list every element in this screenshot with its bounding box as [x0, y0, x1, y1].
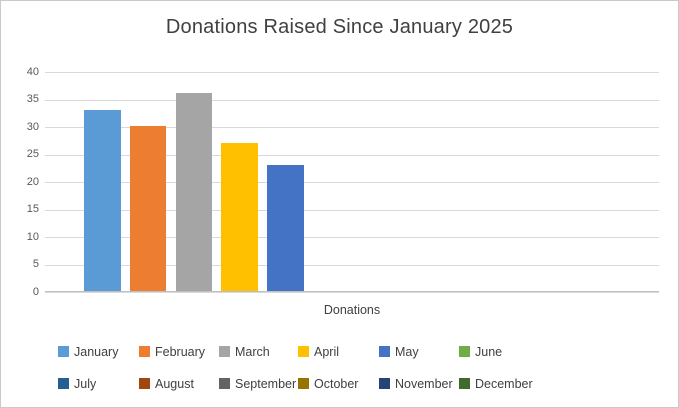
bar-march: [175, 93, 213, 291]
y-tick-label: 30: [26, 120, 39, 133]
legend-label: August: [155, 376, 194, 391]
y-tick-label: 25: [26, 148, 39, 160]
y-tick-label: 0: [32, 285, 39, 298]
y-tick-label: 15: [26, 203, 39, 215]
legend-swatch-may: [379, 346, 390, 357]
legend-swatch-february: [139, 346, 150, 357]
bar-may: [267, 164, 304, 291]
legend-label: October: [314, 376, 359, 391]
bar-april: [221, 142, 258, 291]
gridline: [45, 72, 659, 73]
x-axis-line: [45, 291, 659, 292]
legend-item-january: January: [58, 344, 119, 359]
legend-swatch-january: [58, 346, 69, 357]
gridline: [45, 264, 659, 266]
legend-swatch-november: [379, 378, 390, 389]
legend-swatch-july: [58, 378, 69, 389]
legend-swatch-september: [219, 378, 230, 389]
legend-swatch-august: [139, 378, 150, 389]
legend-label: March: [235, 344, 270, 359]
legend-swatch-march: [219, 346, 230, 357]
y-tick-label: 10: [26, 230, 39, 243]
legend-item-may: May: [379, 344, 419, 359]
legend-item-june: June: [459, 344, 503, 359]
legend-label: April: [314, 344, 340, 359]
legend-label: December: [475, 376, 533, 391]
gridline: [45, 292, 659, 293]
legend-swatch-june: [459, 346, 470, 357]
legend-label: January: [74, 344, 119, 359]
gridline: [45, 182, 659, 183]
legend-item-february: February: [139, 344, 206, 359]
legend-swatch-october: [298, 378, 309, 389]
legend-label: May: [395, 344, 419, 359]
bar-february: [129, 126, 167, 291]
legend-item-august: August: [139, 376, 194, 391]
x-axis-title: Donations: [323, 303, 381, 317]
gridline: [45, 237, 659, 238]
legend-item-october: October: [298, 376, 359, 391]
gridline: [45, 154, 659, 156]
legend-label: February: [155, 344, 206, 359]
gridline: [45, 127, 659, 128]
gridline: [45, 209, 659, 211]
legend-item-april: April: [298, 344, 340, 359]
legend-item-november: November: [379, 376, 453, 391]
y-tick-label: 35: [26, 93, 39, 105]
legend-label: July: [74, 376, 97, 391]
bar-january: [84, 109, 121, 291]
chart-title: Donations Raised Since January 2025: [165, 16, 514, 38]
legend-swatch-april: [298, 346, 309, 357]
legend-item-march: March: [219, 344, 270, 359]
y-tick-label: 40: [26, 65, 39, 78]
legend-item-december: December: [459, 376, 533, 391]
legend-label: June: [475, 344, 503, 359]
legend-item-july: July: [58, 376, 97, 391]
legend-item-september: September: [219, 376, 297, 391]
legend-label: September: [235, 376, 297, 391]
legend-swatch-december: [459, 378, 470, 389]
plot-area: [45, 72, 659, 293]
gridline: [45, 99, 659, 101]
y-tick-label: 5: [32, 258, 39, 270]
legend-label: November: [395, 376, 453, 391]
y-tick-label: 20: [26, 175, 39, 188]
